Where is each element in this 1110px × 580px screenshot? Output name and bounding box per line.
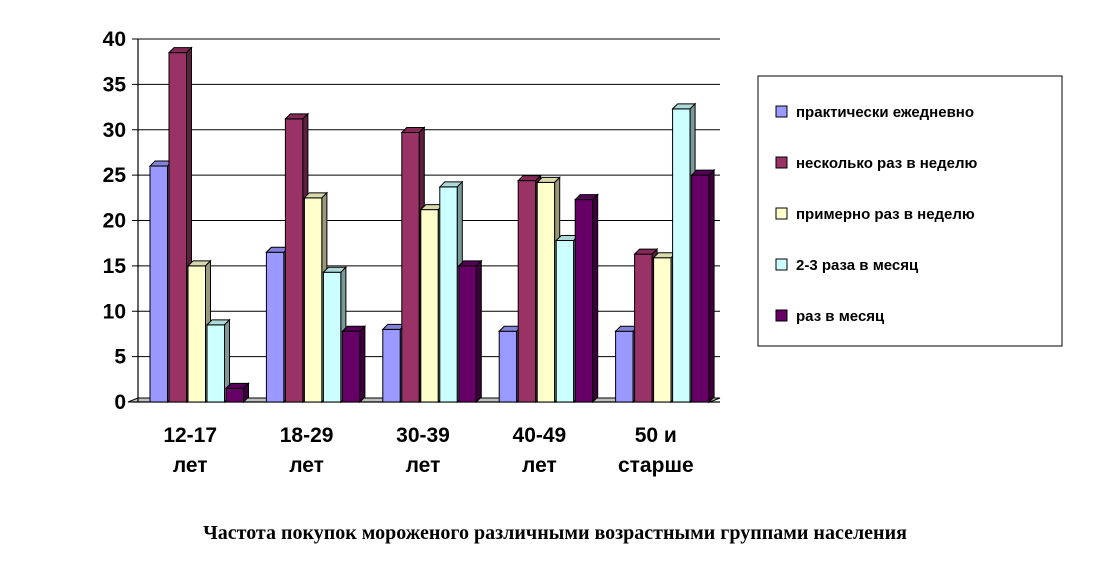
y-tick-label: 25 [103, 164, 127, 187]
bar [341, 325, 367, 404]
y-tick-label: 10 [103, 300, 126, 323]
legend-label: примерно раз в неделю [796, 206, 975, 223]
bar-front [149, 165, 168, 403]
bar-side [708, 168, 715, 404]
x-tick-label: лет [289, 454, 324, 477]
legend-label: 2-3 раза в месяц [796, 257, 919, 274]
bar-front [341, 330, 361, 403]
bar-side [359, 325, 366, 404]
bar [457, 259, 483, 404]
bar-front [303, 197, 323, 403]
x-tick-label: 40-49 [513, 424, 567, 447]
bar-front [265, 251, 285, 403]
bar [573, 193, 599, 404]
x-tick-label: лет [406, 454, 441, 477]
bar-side [475, 259, 482, 404]
legend-label: практически ежедневно [796, 104, 974, 121]
x-tick-label: лет [173, 454, 208, 477]
bar-front [168, 52, 187, 403]
bar-front [458, 265, 477, 403]
x-tick-label: 12-17 [163, 424, 217, 447]
legend-swatch [775, 207, 788, 220]
bar-front [420, 209, 439, 403]
bar-front [284, 118, 304, 403]
bar-front [634, 253, 653, 403]
bar-front [187, 265, 206, 403]
bar-side [243, 382, 249, 404]
legend [757, 75, 1063, 347]
y-tick-label: 30 [103, 119, 126, 142]
bar-front [653, 257, 672, 403]
y-tick-label: 15 [103, 255, 127, 278]
legend-swatch [775, 156, 788, 169]
bar-front [382, 328, 401, 403]
bar-front [555, 239, 575, 403]
bar-front [225, 387, 244, 403]
x-tick-label: 30-39 [396, 424, 450, 447]
legend-label: несколько раз в неделю [796, 155, 978, 172]
legend-label: раз в месяц [796, 308, 885, 325]
legend-swatch [775, 105, 788, 118]
legend-swatch [775, 258, 788, 271]
bar [205, 318, 231, 404]
bar-front [615, 330, 634, 403]
bar-front [574, 199, 594, 403]
bar-front [498, 330, 518, 403]
chart-caption: Частота покупок мороженого различными во… [203, 522, 907, 544]
y-tick-label: 35 [103, 73, 127, 96]
legend-swatch [775, 309, 788, 322]
x-tick-label: старше [618, 454, 694, 477]
x-tick-label: 50 и [635, 424, 677, 447]
bar-front [401, 131, 420, 403]
y-tick-label: 0 [114, 391, 126, 414]
bar-front [517, 180, 537, 403]
bar-side [592, 193, 599, 404]
x-tick-label: 18-29 [280, 424, 334, 447]
bar-front [206, 324, 225, 403]
y-tick-label: 5 [114, 346, 126, 369]
y-tick-label: 20 [103, 210, 126, 233]
bar-front [439, 186, 458, 403]
bar-front [672, 108, 691, 403]
y-tick-label: 40 [103, 28, 126, 51]
bar-front [536, 181, 556, 403]
bar-front [322, 271, 342, 403]
bar [690, 168, 716, 404]
bar [224, 382, 250, 404]
x-tick-label: лет [522, 454, 557, 477]
bar-front [691, 174, 710, 403]
